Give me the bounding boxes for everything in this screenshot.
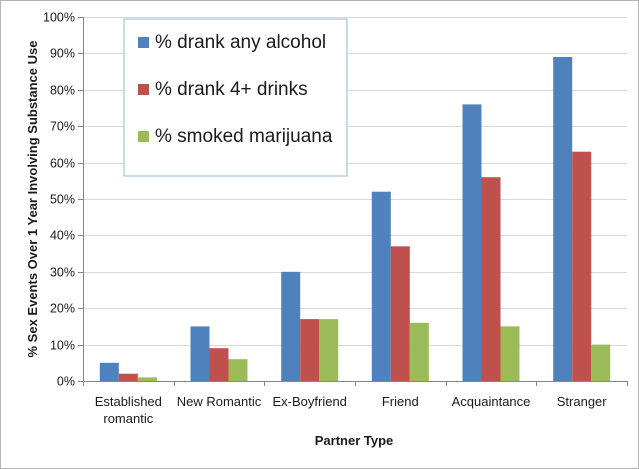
y-tick-label: 60% <box>50 157 75 171</box>
bar <box>591 344 611 381</box>
legend-label: % drank 4+ drinks <box>155 79 308 100</box>
y-tick-label: 40% <box>50 229 75 243</box>
bar <box>99 362 119 381</box>
y-tick-label: 50% <box>50 193 75 207</box>
legend-swatch <box>138 37 149 48</box>
bar <box>228 359 248 381</box>
bar <box>572 151 592 381</box>
bar <box>409 322 429 381</box>
y-tick-labels: 0% 10% 20% 30% 40% 50% 60% 70% 80% 90% 100% <box>43 11 75 389</box>
x-tick-label: Established <box>95 394 162 409</box>
x-axis-title: Partner Type <box>315 433 394 448</box>
legend-swatch <box>138 131 149 142</box>
y-tick-label: 80% <box>50 84 75 98</box>
x-tick-label: Ex-Boyfriend <box>272 394 346 409</box>
y-tick-label: 20% <box>50 302 75 316</box>
legend-box <box>123 18 348 177</box>
bar <box>281 271 301 381</box>
y-tick-label: 0% <box>57 375 75 389</box>
bar <box>118 373 138 381</box>
y-tick-label: 30% <box>50 266 75 280</box>
x-tick-label: romantic <box>103 411 153 426</box>
bar <box>209 348 229 381</box>
x-tick-labels: Established romantic New Romantic Ex-Boyfri… <box>95 394 608 426</box>
x-tick-label: Friend <box>382 394 419 409</box>
x-tick-label: New Romantic <box>177 394 262 409</box>
bar <box>137 377 157 381</box>
y-tick-label: 90% <box>50 47 75 61</box>
legend-swatch <box>138 84 149 95</box>
y-tick-label: 70% <box>50 120 75 134</box>
legend-label: % smoked marijuana <box>155 126 333 147</box>
x-tick-label: Stranger <box>557 394 608 409</box>
bar <box>462 104 482 382</box>
bars <box>99 57 611 382</box>
axes <box>78 17 628 386</box>
bar <box>300 319 320 381</box>
bar <box>553 57 573 381</box>
bar <box>500 326 520 381</box>
legend: % drank any alcohol % drank 4+ drinks % sm… <box>123 18 348 177</box>
bar <box>390 246 410 381</box>
bar <box>481 177 501 381</box>
legend-label: % drank any alcohol <box>155 32 326 53</box>
bar <box>371 191 391 381</box>
y-axis-title: % Sex Events Over 1 Year Involving Subst… <box>25 41 40 358</box>
y-tick-label: 100% <box>43 11 75 25</box>
y-tick-label: 10% <box>50 339 75 353</box>
bar <box>319 319 339 381</box>
bar <box>190 326 210 381</box>
x-tick-label: Acquaintance <box>452 394 531 409</box>
